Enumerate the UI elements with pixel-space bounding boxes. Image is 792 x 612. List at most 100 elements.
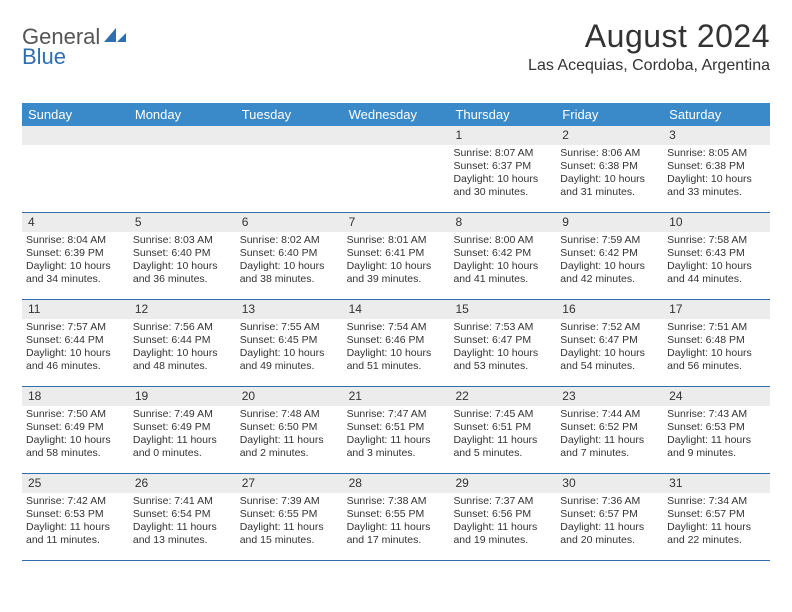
day-cell: 14 Sunrise: 7:54 AMSunset: 6:46 PMDayligh… — [343, 300, 450, 386]
day-body: Sunrise: 8:04 AMSunset: 6:39 PMDaylight:… — [22, 232, 129, 291]
day-body: Sunrise: 7:42 AMSunset: 6:53 PMDaylight:… — [22, 493, 129, 552]
day-body: Sunrise: 8:06 AMSunset: 6:38 PMDaylight:… — [556, 145, 663, 204]
sunrise-text: Sunrise: 7:55 AM — [240, 321, 339, 334]
day-number: 10 — [663, 213, 770, 232]
daylight-text: Daylight: 10 hours and 51 minutes. — [347, 347, 446, 373]
day-number: 7 — [343, 213, 450, 232]
day-cell: 1Sunrise: 8:07 AMSunset: 6:37 PMDaylight… — [449, 126, 556, 212]
day-body: Sunrise: 7:36 AMSunset: 6:57 PMDaylight:… — [556, 493, 663, 552]
day-cell: 7Sunrise: 8:01 AMSunset: 6:41 PMDaylight… — [343, 213, 450, 299]
day-cell: 25Sunrise: 7:42 AMSunset: 6:53 PMDayligh… — [22, 474, 129, 560]
day-cell: 2Sunrise: 8:06 AMSunset: 6:38 PMDaylight… — [556, 126, 663, 212]
day-number: 20 — [236, 387, 343, 406]
day-number: 17 — [663, 300, 770, 319]
day-cell: 10Sunrise: 7:58 AMSunset: 6:43 PMDayligh… — [663, 213, 770, 299]
day-body: Sunrise: 8:01 AMSunset: 6:41 PMDaylight:… — [343, 232, 450, 291]
day-number: 28 — [343, 474, 450, 493]
daylight-text: Daylight: 11 hours and 17 minutes. — [347, 521, 446, 547]
week-row: 11Sunrise: 7:57 AMSunset: 6:44 PMDayligh… — [22, 300, 770, 387]
sunset-text: Sunset: 6:46 PM — [347, 334, 446, 347]
day-cell: 5Sunrise: 8:03 AMSunset: 6:40 PMDaylight… — [129, 213, 236, 299]
sunset-text: Sunset: 6:56 PM — [453, 508, 552, 521]
daylight-text: Daylight: 11 hours and 5 minutes. — [453, 434, 552, 460]
dow-cell: Thursday — [449, 103, 556, 126]
day-body: Sunrise: 7:43 AMSunset: 6:53 PMDaylight:… — [663, 406, 770, 465]
day-body: Sunrise: 7:53 AMSunset: 6:47 PMDaylight:… — [449, 319, 556, 378]
daylight-text: Daylight: 10 hours and 31 minutes. — [560, 173, 659, 199]
day-body: Sunrise: 7:45 AMSunset: 6:51 PMDaylight:… — [449, 406, 556, 465]
day-number: 21 — [343, 387, 450, 406]
day-body: Sunrise: 7:37 AMSunset: 6:56 PMDaylight:… — [449, 493, 556, 552]
sunrise-text: Sunrise: 8:03 AM — [133, 234, 232, 247]
week-row: 4Sunrise: 8:04 AMSunset: 6:39 PMDaylight… — [22, 213, 770, 300]
day-number — [22, 126, 129, 145]
dow-cell: Saturday — [663, 103, 770, 126]
daylight-text: Daylight: 11 hours and 13 minutes. — [133, 521, 232, 547]
daylight-text: Daylight: 11 hours and 7 minutes. — [560, 434, 659, 460]
day-number: 9 — [556, 213, 663, 232]
sunset-text: Sunset: 6:38 PM — [667, 160, 766, 173]
day-number: 29 — [449, 474, 556, 493]
day-cell — [129, 126, 236, 212]
day-cell: 16Sunrise: 7:52 AMSunset: 6:47 PMDayligh… — [556, 300, 663, 386]
sunset-text: Sunset: 6:53 PM — [26, 508, 125, 521]
day-cell: 20Sunrise: 7:48 AMSunset: 6:50 PMDayligh… — [236, 387, 343, 473]
sunset-text: Sunset: 6:42 PM — [560, 247, 659, 260]
sunrise-text: Sunrise: 7:54 AM — [347, 321, 446, 334]
day-cell: 24Sunrise: 7:43 AMSunset: 6:53 PMDayligh… — [663, 387, 770, 473]
sunrise-text: Sunrise: 7:36 AM — [560, 495, 659, 508]
day-number — [343, 126, 450, 145]
sunrise-text: Sunrise: 7:50 AM — [26, 408, 125, 421]
sunrise-text: Sunrise: 7:44 AM — [560, 408, 659, 421]
day-body: Sunrise: 7:34 AMSunset: 6:57 PMDaylight:… — [663, 493, 770, 552]
day-number: 3 — [663, 126, 770, 145]
daylight-text: Daylight: 10 hours and 56 minutes. — [667, 347, 766, 373]
day-cell: 19Sunrise: 7:49 AMSunset: 6:49 PMDayligh… — [129, 387, 236, 473]
daylight-text: Daylight: 10 hours and 49 minutes. — [240, 347, 339, 373]
dow-cell: Monday — [129, 103, 236, 126]
day-cell: 21Sunrise: 7:47 AMSunset: 6:51 PMDayligh… — [343, 387, 450, 473]
day-cell: 13Sunrise: 7:55 AMSunset: 6:45 PMDayligh… — [236, 300, 343, 386]
sunset-text: Sunset: 6:40 PM — [240, 247, 339, 260]
day-number: 31 — [663, 474, 770, 493]
sunset-text: Sunset: 6:37 PM — [453, 160, 552, 173]
sunrise-text: Sunrise: 8:01 AM — [347, 234, 446, 247]
sunset-text: Sunset: 6:40 PM — [133, 247, 232, 260]
daylight-text: Daylight: 10 hours and 58 minutes. — [26, 434, 125, 460]
sunset-text: Sunset: 6:39 PM — [26, 247, 125, 260]
daylight-text: Daylight: 10 hours and 46 minutes. — [26, 347, 125, 373]
daylight-text: Daylight: 10 hours and 39 minutes. — [347, 260, 446, 286]
day-cell: 31Sunrise: 7:34 AMSunset: 6:57 PMDayligh… — [663, 474, 770, 560]
day-cell: 28Sunrise: 7:38 AMSunset: 6:55 PMDayligh… — [343, 474, 450, 560]
sunset-text: Sunset: 6:44 PM — [133, 334, 232, 347]
weeks-container: 1Sunrise: 8:07 AMSunset: 6:37 PMDaylight… — [22, 126, 770, 561]
sunset-text: Sunset: 6:50 PM — [240, 421, 339, 434]
day-number: 1 — [449, 126, 556, 145]
day-cell: 8Sunrise: 8:00 AMSunset: 6:42 PMDaylight… — [449, 213, 556, 299]
sunrise-text: Sunrise: 8:00 AM — [453, 234, 552, 247]
day-cell: 11Sunrise: 7:57 AMSunset: 6:44 PMDayligh… — [22, 300, 129, 386]
day-number: 5 — [129, 213, 236, 232]
day-body: Sunrise: 7:56 AMSunset: 6:44 PMDaylight:… — [129, 319, 236, 378]
sunrise-text: Sunrise: 7:51 AM — [667, 321, 766, 334]
day-cell: 26Sunrise: 7:41 AMSunset: 6:54 PMDayligh… — [129, 474, 236, 560]
daylight-text: Daylight: 10 hours and 48 minutes. — [133, 347, 232, 373]
sunrise-text: Sunrise: 7:37 AM — [453, 495, 552, 508]
sunset-text: Sunset: 6:43 PM — [667, 247, 766, 260]
daylight-text: Daylight: 11 hours and 3 minutes. — [347, 434, 446, 460]
day-number: 12 — [129, 300, 236, 319]
logo-sail-icon — [100, 24, 128, 50]
sunset-text: Sunset: 6:55 PM — [240, 508, 339, 521]
day-number: 13 — [236, 300, 343, 319]
day-number: 27 — [236, 474, 343, 493]
daylight-text: Daylight: 11 hours and 0 minutes. — [133, 434, 232, 460]
day-number: 14 — [343, 300, 450, 319]
day-body: Sunrise: 8:00 AMSunset: 6:42 PMDaylight:… — [449, 232, 556, 291]
daylight-text: Daylight: 10 hours and 44 minutes. — [667, 260, 766, 286]
sunrise-text: Sunrise: 7:41 AM — [133, 495, 232, 508]
sunrise-text: Sunrise: 7:42 AM — [26, 495, 125, 508]
dow-cell: Friday — [556, 103, 663, 126]
day-body: Sunrise: 7:41 AMSunset: 6:54 PMDaylight:… — [129, 493, 236, 552]
sunset-text: Sunset: 6:41 PM — [347, 247, 446, 260]
day-cell: 17Sunrise: 7:51 AMSunset: 6:48 PMDayligh… — [663, 300, 770, 386]
